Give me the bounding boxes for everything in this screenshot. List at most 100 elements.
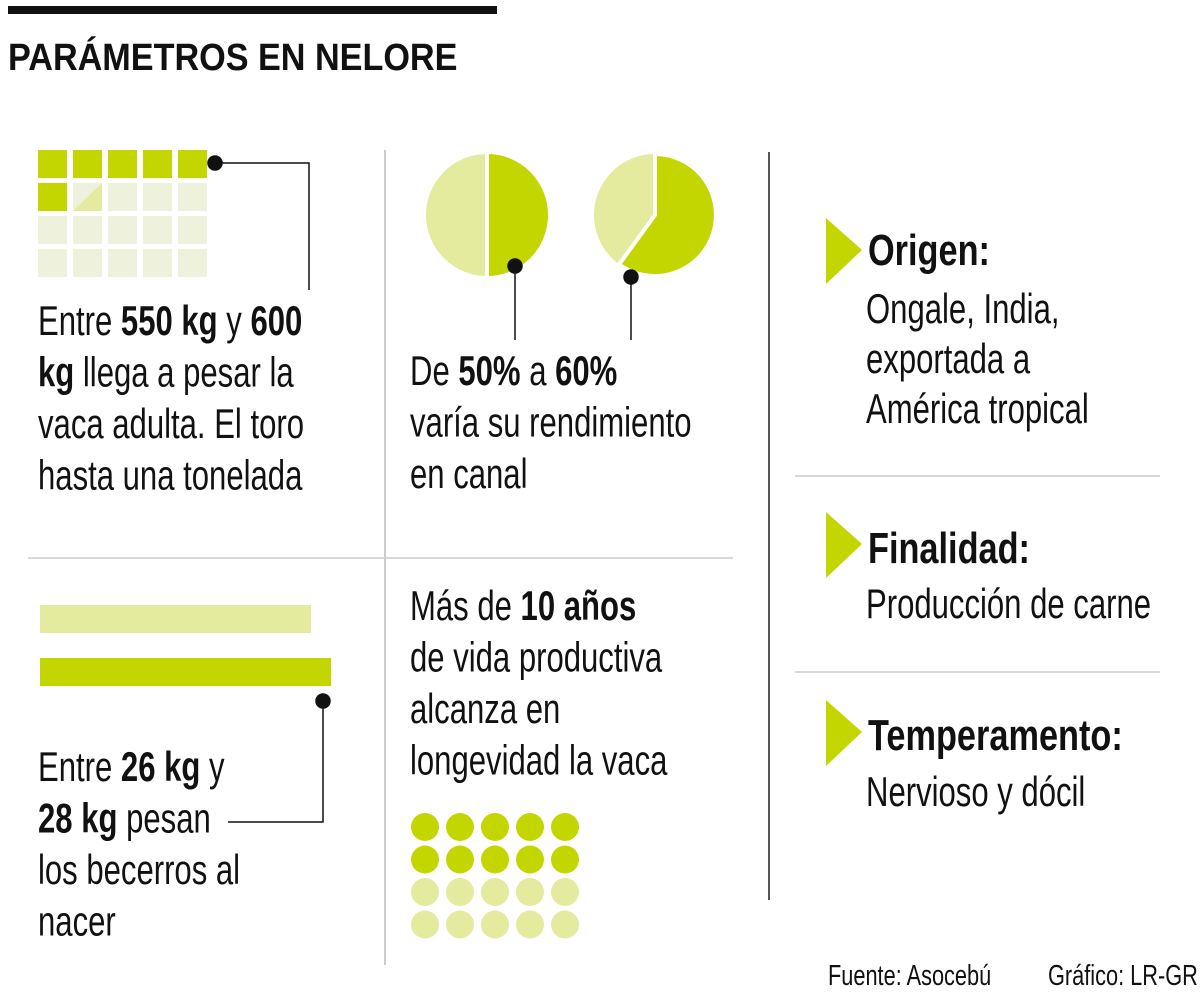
- text: De: [410, 347, 458, 394]
- body-line: Entre 550 kg y 600: [38, 297, 302, 344]
- square: [108, 249, 137, 277]
- dot: [516, 813, 544, 841]
- triangle: [826, 218, 862, 284]
- text: Entre: [38, 297, 121, 344]
- bar-dark: [40, 658, 331, 686]
- dot: [411, 910, 439, 939]
- weight-grid: [38, 150, 207, 277]
- dot: [446, 813, 474, 841]
- square: [38, 249, 67, 277]
- dot: [411, 845, 439, 874]
- bar-light: [40, 605, 311, 633]
- dot: [551, 910, 579, 939]
- highlight: kg: [38, 349, 74, 396]
- square: [178, 216, 207, 244]
- footer-source: Fuente: Asocebú: [828, 960, 991, 992]
- dot: [551, 878, 579, 906]
- square: [143, 249, 172, 277]
- dot: [446, 845, 474, 874]
- square: [38, 216, 67, 244]
- square: [143, 183, 172, 211]
- fact-text: América tropical: [866, 385, 1089, 432]
- highlight: 10 años: [521, 582, 637, 629]
- top-rule: [8, 6, 497, 14]
- dot: [516, 910, 544, 939]
- body-line: en canal: [410, 450, 527, 497]
- square: [108, 150, 137, 178]
- text: y: [200, 743, 225, 790]
- text: Más de: [410, 582, 521, 629]
- highlight: 550 kg: [121, 297, 218, 344]
- square: [73, 216, 102, 244]
- text: alcanza en: [410, 685, 560, 732]
- fact-text: exportada a: [866, 335, 1031, 382]
- body-line: nacer: [38, 898, 116, 945]
- text: en canal: [410, 450, 527, 497]
- fact-text: Producción de carne: [866, 580, 1151, 627]
- body-line: los becerros al: [38, 846, 240, 893]
- text: vaca adulta. El toro: [38, 400, 304, 447]
- dot: [481, 845, 509, 874]
- text: los becerros al: [38, 846, 240, 893]
- highlight: 60%: [555, 347, 617, 394]
- body-line: De 50% a 60%: [410, 347, 617, 394]
- fact-text: Ongale, India,: [866, 285, 1059, 332]
- text: de vida productiva: [410, 634, 663, 681]
- square: [73, 150, 102, 178]
- dot: [551, 845, 579, 874]
- dot: [411, 813, 439, 841]
- body-line: alcanza en: [410, 685, 560, 732]
- text: y: [218, 297, 251, 344]
- highlight: 26 kg: [121, 743, 200, 790]
- text: Entre: [38, 743, 121, 790]
- body-line: hasta una tonelada: [38, 452, 303, 499]
- body-line: Entre 26 kg y: [38, 743, 225, 790]
- dot: [516, 878, 544, 906]
- square: [108, 216, 137, 244]
- square: [178, 183, 207, 211]
- text: hasta una tonelada: [38, 452, 303, 499]
- text: longevidad la vaca: [410, 737, 668, 784]
- dot: [516, 845, 544, 874]
- text: nacer: [38, 898, 116, 945]
- square: [38, 150, 67, 178]
- body-line: 28 kg pesan: [38, 795, 211, 842]
- fact-text: Nervioso y dócil: [866, 768, 1085, 815]
- fact-heading: Origen:: [868, 226, 990, 275]
- text: llega a pesar la: [74, 349, 294, 396]
- dot: [551, 813, 579, 841]
- body-line: kg llega a pesar la: [38, 349, 294, 396]
- dot: [481, 878, 509, 906]
- square: [178, 249, 207, 277]
- triangle: [826, 700, 862, 766]
- square: [38, 183, 67, 211]
- body-line: varía su rendimiento: [410, 399, 692, 446]
- square: [143, 150, 172, 178]
- dot: [481, 910, 509, 939]
- body-line: de vida productiva: [410, 634, 663, 681]
- highlight: 50%: [458, 347, 520, 394]
- square-half: [73, 183, 102, 211]
- text: pesan: [117, 795, 210, 842]
- pie-60: [594, 151, 718, 278]
- dot: [481, 813, 509, 841]
- square: [73, 249, 102, 277]
- fact-heading: Temperamento:: [868, 711, 1123, 760]
- title: PARÁMETROS EN NELORE: [8, 35, 457, 78]
- fact-heading: Finalidad:: [868, 524, 1030, 573]
- body-line: Más de 10 años: [410, 582, 636, 629]
- fact-markers: [826, 218, 862, 766]
- dot: [411, 878, 439, 906]
- dot: [446, 878, 474, 906]
- text: a: [521, 347, 556, 394]
- square: [178, 150, 207, 178]
- leaders: [207, 155, 639, 823]
- body-line: longevidad la vaca: [410, 737, 668, 784]
- triangle: [826, 512, 862, 578]
- body-line: vaca adulta. El toro: [38, 400, 304, 447]
- footer-credit: Gráfico: LR-GR: [1048, 960, 1198, 992]
- square: [108, 183, 137, 211]
- dot: [446, 910, 474, 939]
- text: varía su rendimiento: [410, 399, 692, 446]
